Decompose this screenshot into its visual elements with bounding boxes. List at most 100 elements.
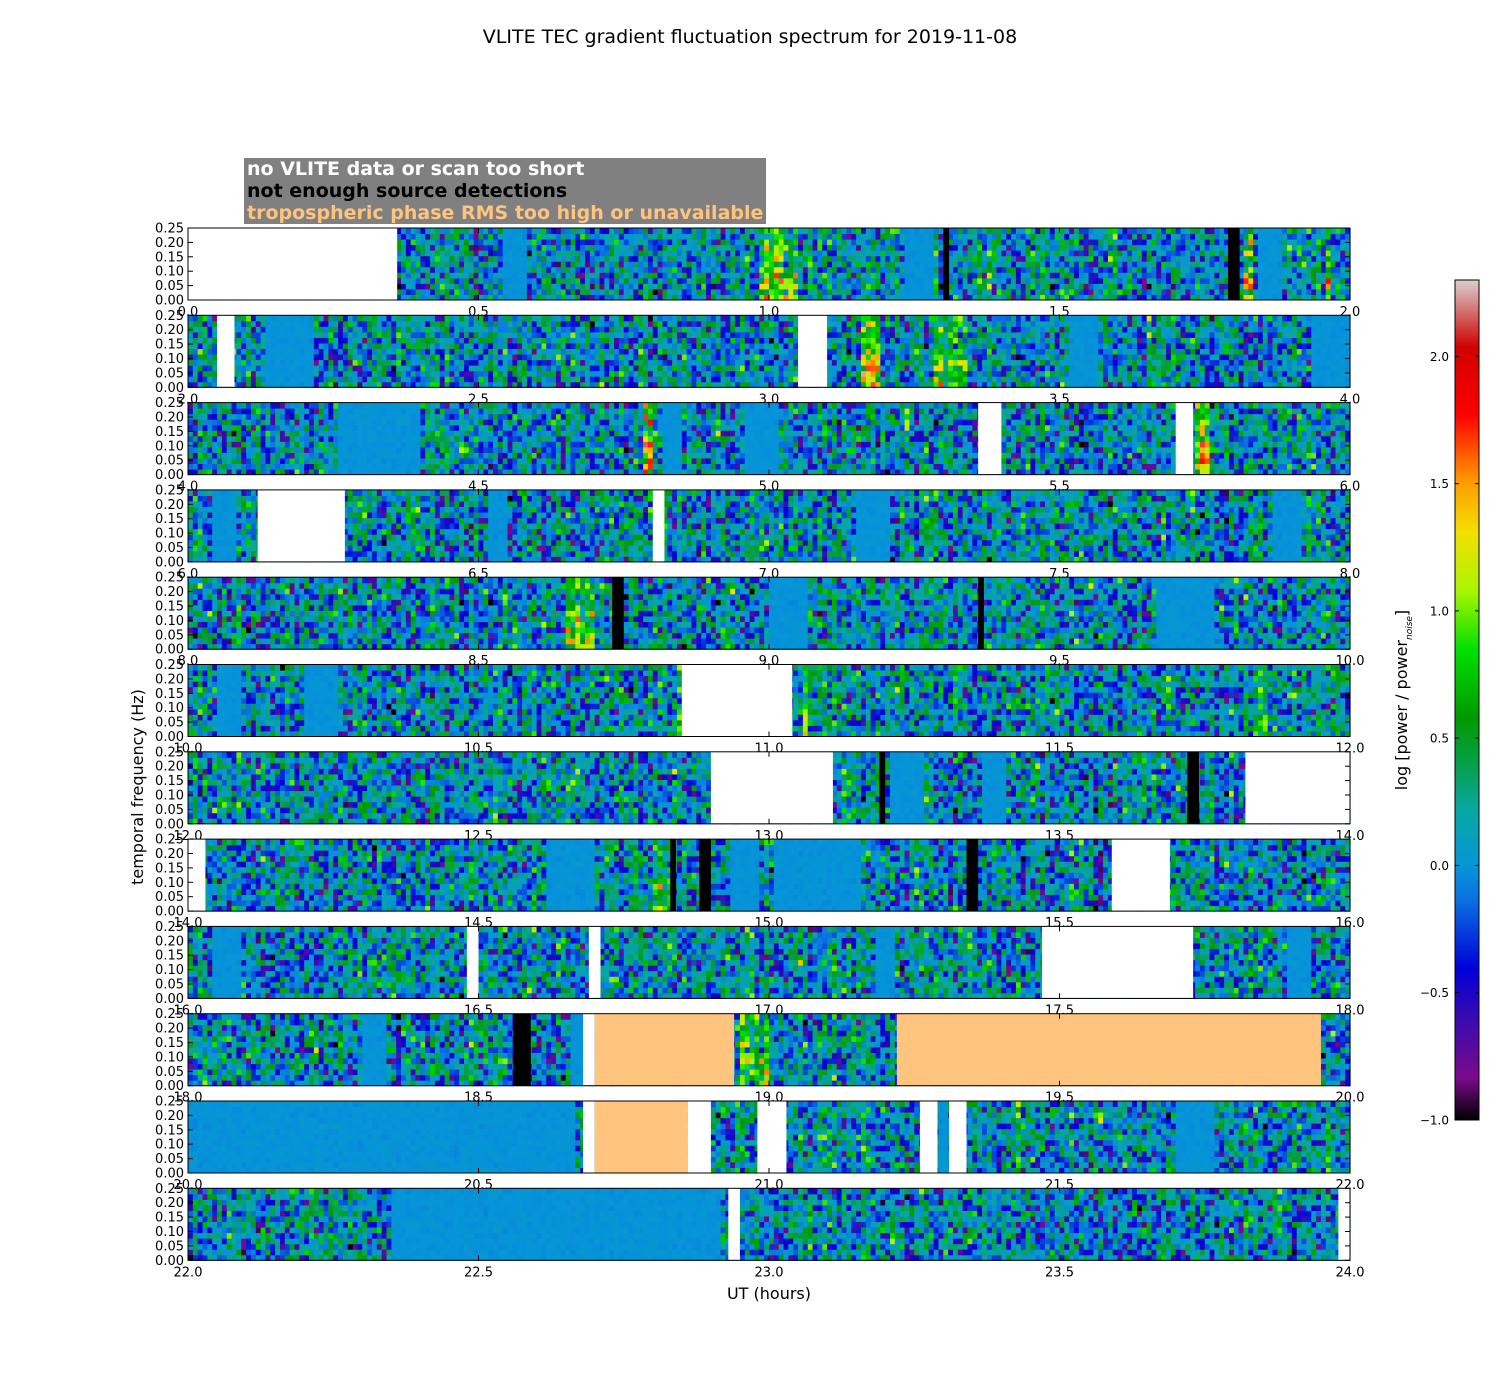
mask-white <box>710 751 833 824</box>
x-axis-label: UT (hours) <box>727 1284 811 1303</box>
y-tick-label: 0.00 <box>155 381 184 396</box>
colorbar-label: log [power / powernoise] <box>1392 610 1415 790</box>
y-tick-label: 0.10 <box>155 789 184 804</box>
y-tick-label: 0.25 <box>155 222 184 237</box>
y-tick-label: 0.10 <box>155 527 184 542</box>
mask-white <box>920 1101 938 1173</box>
y-tick-label: 0.00 <box>155 992 184 1007</box>
mask-white <box>1042 926 1194 999</box>
y-tick-label: 0.20 <box>155 1022 184 1037</box>
mask-black <box>978 577 984 650</box>
y-tick-label: 0.25 <box>155 1095 184 1110</box>
mask-white <box>681 664 793 737</box>
y-tick-label: 0.10 <box>155 352 184 367</box>
y-tick-label: 0.00 <box>155 1167 184 1182</box>
colorbar-tick-label: −1.0 <box>1420 1114 1449 1128</box>
y-tick-label: 0.10 <box>155 876 184 891</box>
y-tick-label: 0.05 <box>155 890 184 905</box>
panel-1: 0.000.050.100.150.200.252.0 2.5 3.0 3.5 4.0 <box>155 309 1360 408</box>
y-tick-label: 0.05 <box>155 803 184 818</box>
y-tick-label: 0.20 <box>155 411 184 426</box>
panel-0: 0.000.050.100.150.200.250.0 0.5 1.0 1.5 2.0 <box>155 222 1360 321</box>
colorbar-tick-label: 0.0 <box>1430 859 1449 873</box>
y-tick-label: 0.25 <box>155 396 184 411</box>
y-tick-label: 0.15 <box>155 949 184 964</box>
panels-group: 0.000.050.100.150.200.250.0 0.5 1.0 1.5 2.00… <box>155 222 1364 1281</box>
mask-white <box>652 489 665 562</box>
mask-white <box>687 1101 711 1173</box>
x-tick-label: 23.0 <box>755 1265 784 1280</box>
panel-4: 0.000.050.100.150.200.258.0 8.5 9.0 9.5 10.0 <box>155 571 1364 670</box>
mask-white <box>949 1101 967 1173</box>
legend-troposphere: tropospheric phase RMS too high or unava… <box>247 202 763 224</box>
y-tick-label: 0.05 <box>155 1239 184 1254</box>
mask-white <box>588 926 601 999</box>
mask-white <box>798 315 828 388</box>
y-tick-label: 0.20 <box>155 847 184 862</box>
mask-white <box>1245 751 1350 824</box>
y-tick-label: 0.05 <box>155 978 184 993</box>
colorbar-tick-label: 2.0 <box>1430 350 1449 364</box>
colorbar-tick-label: −0.5 <box>1420 986 1449 1000</box>
x-tick-label: 22.0 <box>174 1265 203 1280</box>
mask-white <box>257 489 345 562</box>
y-tick-label: 0.15 <box>155 600 184 615</box>
y-tick-label: 0.25 <box>155 309 184 324</box>
mask-white <box>188 839 206 912</box>
y-tick-label: 0.25 <box>155 1007 184 1022</box>
y-tick-label: 0.20 <box>155 1109 184 1124</box>
mask-white <box>1111 839 1170 912</box>
y-tick-label: 0.00 <box>155 905 184 920</box>
colorbar-tick-label: 1.0 <box>1430 604 1449 618</box>
y-tick-label: 0.05 <box>155 279 184 294</box>
y-tick-label: 0.10 <box>155 1225 184 1240</box>
mask-orange <box>896 1013 1321 1086</box>
mask-white <box>217 315 235 388</box>
mask-white <box>583 1101 595 1173</box>
y-tick-label: 0.00 <box>155 1254 184 1269</box>
y-tick-label: 0.05 <box>155 541 184 556</box>
mask-black <box>1187 751 1199 824</box>
y-tick-label: 0.15 <box>155 425 184 440</box>
panel-2: 0.000.050.100.150.200.254.0 4.5 5.0 5.5 6.0 <box>155 396 1360 495</box>
mask-black <box>670 839 677 912</box>
y-tick-label: 0.25 <box>155 483 184 498</box>
mask-black <box>612 577 624 650</box>
y-tick-label: 0.10 <box>155 439 184 454</box>
mask-white <box>188 228 398 300</box>
mask-black <box>966 839 979 912</box>
y-tick-label: 0.25 <box>155 658 184 673</box>
mask-white <box>728 1188 740 1261</box>
colorbar-tick-label: 1.5 <box>1430 477 1449 491</box>
y-tick-label: 0.05 <box>155 366 184 381</box>
y-tick-label: 0.15 <box>155 1123 184 1138</box>
mask-white <box>1338 1188 1350 1261</box>
y-axis-label: temporal frequency (Hz) <box>128 689 147 885</box>
legend-no-detections: not enough source detections <box>247 180 763 202</box>
y-tick-label: 0.25 <box>155 833 184 848</box>
y-tick-label: 0.05 <box>155 1065 184 1080</box>
y-tick-label: 0.20 <box>155 585 184 600</box>
y-tick-label: 0.00 <box>155 817 184 832</box>
y-tick-label: 0.00 <box>155 468 184 483</box>
y-tick-label: 0.15 <box>155 250 184 265</box>
y-tick-label: 0.25 <box>155 745 184 760</box>
y-tick-label: 0.05 <box>155 716 184 731</box>
y-tick-label: 0.20 <box>155 498 184 513</box>
y-tick-label: 0.05 <box>155 1152 184 1167</box>
mask-white <box>1175 402 1194 475</box>
legend-no-data: no VLITE data or scan too short <box>247 158 763 180</box>
mask-orange <box>594 1013 735 1086</box>
mask-black <box>943 228 950 300</box>
y-tick-label: 0.15 <box>155 687 184 702</box>
mask-orange <box>594 1101 688 1173</box>
y-tick-label: 0.00 <box>155 555 184 570</box>
y-tick-label: 0.20 <box>155 236 184 251</box>
panel-3: 0.000.050.100.150.200.256.0 6.5 7.0 7.5 8.0 <box>155 483 1360 582</box>
y-tick-label: 0.10 <box>155 1138 184 1153</box>
